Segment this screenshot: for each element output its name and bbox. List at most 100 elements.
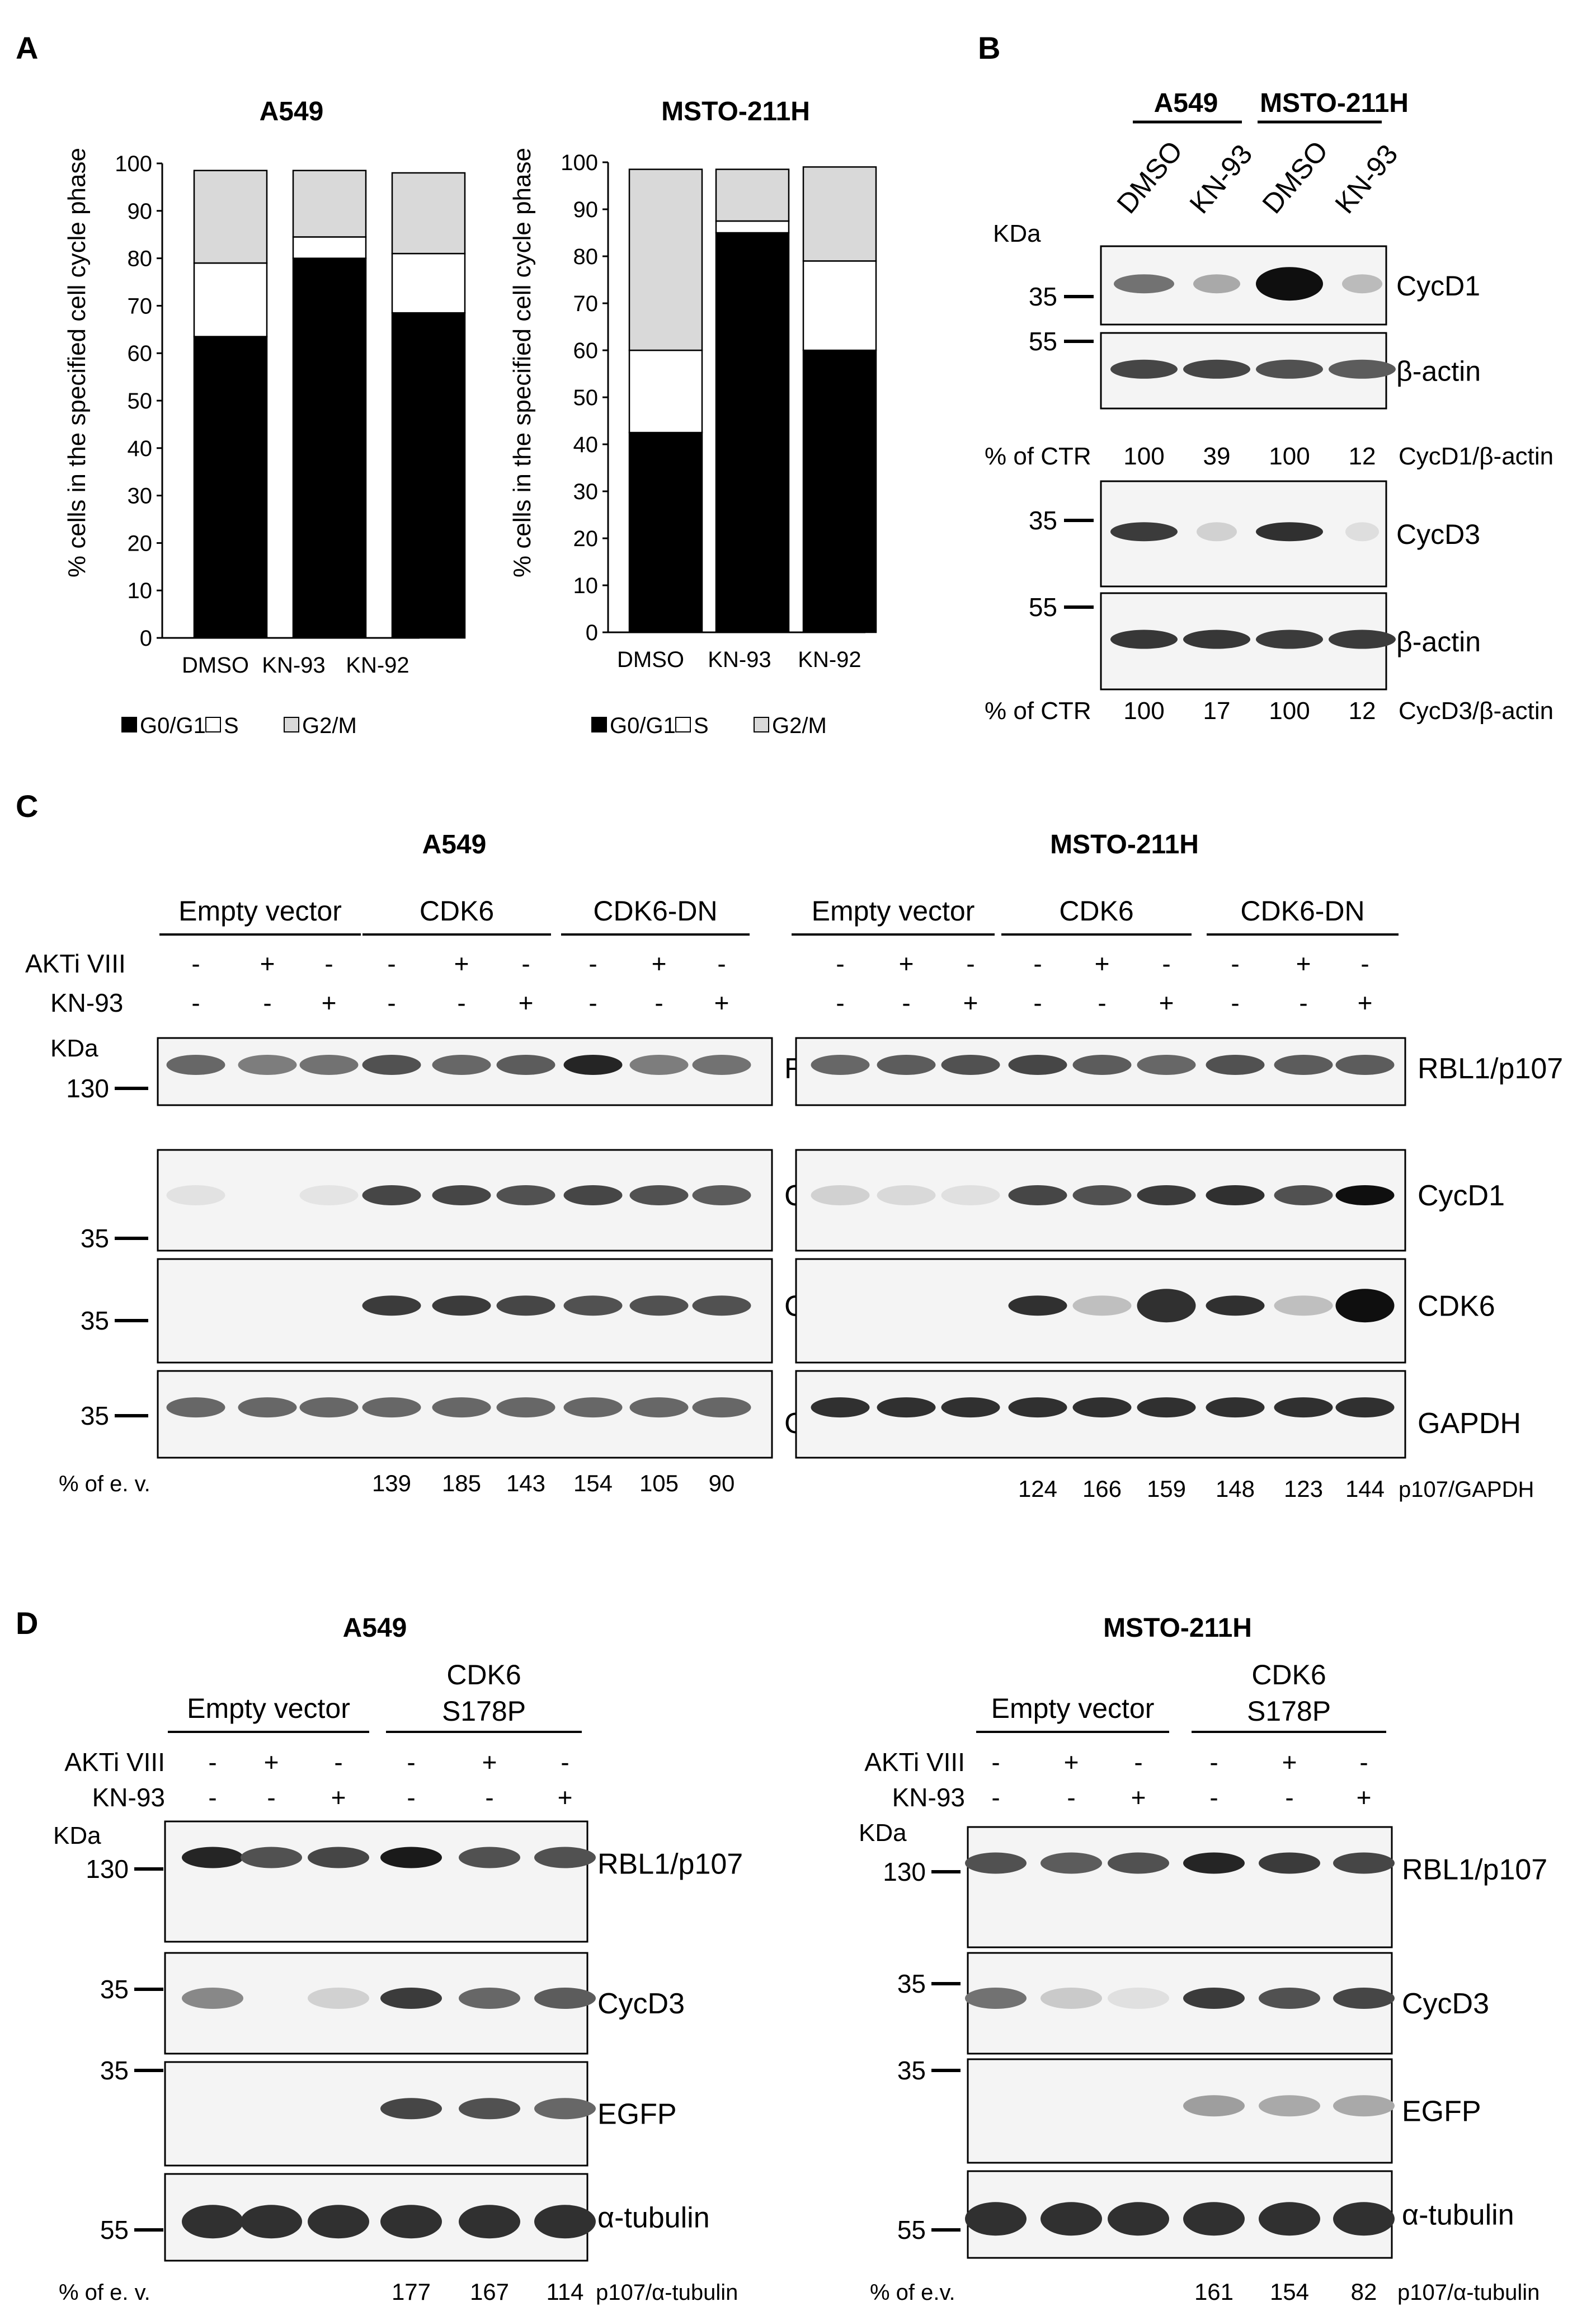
blot-box <box>164 2061 589 2167</box>
treatment-sign: + <box>652 949 667 978</box>
blot-label: RBL1/p107 <box>1402 1853 1547 1886</box>
band <box>362 1185 421 1205</box>
treatment-sign: + <box>322 988 337 1017</box>
band <box>1345 522 1379 542</box>
band <box>182 1988 243 2009</box>
panel-label-d: D <box>16 1605 38 1641</box>
group-label: Empty vector <box>812 895 975 927</box>
quant-value: 185 <box>442 1470 481 1496</box>
panel-label-b: B <box>978 30 1000 65</box>
legend-swatch <box>591 717 607 732</box>
y-axis-label: % cells in the specified cell cycle phas… <box>63 148 91 577</box>
legend-label: S <box>224 713 239 738</box>
bar-g0g1 <box>802 349 877 633</box>
band <box>496 1397 555 1418</box>
y-tick-label: 50 <box>128 389 153 414</box>
band <box>182 1847 243 1868</box>
band <box>692 1295 751 1316</box>
band <box>877 1185 936 1205</box>
treatment-sign: + <box>454 949 469 978</box>
y-tick-label: 70 <box>573 292 599 316</box>
band <box>380 2205 442 2239</box>
y-tick-label: 80 <box>128 247 153 271</box>
quant-prefix: % of CTR <box>985 697 1091 725</box>
quant-prefix: % of CTR <box>985 443 1091 470</box>
band <box>811 1055 870 1075</box>
quant-value: 143 <box>506 1470 545 1496</box>
quant-value: 124 <box>1018 1476 1057 1502</box>
lane-label: KN-93 <box>1184 138 1259 219</box>
bar-g2m <box>391 172 466 255</box>
treatment-sign: - <box>191 988 200 1017</box>
y-tick-label: 90 <box>573 198 599 222</box>
blot-label: CycD3 <box>1402 1988 1489 2020</box>
mw-marker: 35 <box>897 2056 926 2085</box>
band <box>380 2098 442 2120</box>
treatment-sign: - <box>1033 988 1042 1017</box>
bar-g0g1 <box>391 312 466 639</box>
y-tick-label: 20 <box>573 527 599 551</box>
band <box>166 1185 225 1205</box>
legend-swatch <box>205 717 221 732</box>
bar-s <box>628 349 703 434</box>
treatment-sign: - <box>1098 988 1106 1017</box>
group-label: CDK6 <box>420 895 494 927</box>
band <box>563 1295 623 1316</box>
band <box>182 2205 243 2239</box>
band <box>308 1847 369 1868</box>
treatment-label: KN-93 <box>50 988 123 1017</box>
bar-s <box>391 252 466 314</box>
band <box>1183 359 1250 379</box>
quant-value: 105 <box>639 1470 679 1496</box>
band <box>1206 1295 1265 1316</box>
treatment-sign: - <box>457 988 465 1017</box>
bar-s <box>193 262 268 337</box>
legend-swatch <box>754 717 769 732</box>
mw-marker: 130 <box>86 1854 129 1884</box>
band <box>1259 1988 1320 2009</box>
band <box>811 1185 870 1205</box>
lane-label: KN-93 <box>1329 138 1404 219</box>
band <box>1137 1289 1196 1323</box>
treatment-label: AKTi VIII <box>25 949 126 978</box>
y-tick-label: 100 <box>115 152 152 176</box>
quant-prefix: % of e.v. <box>870 2280 955 2305</box>
band <box>1206 1397 1265 1418</box>
panel-label-c: C <box>16 788 38 824</box>
band <box>1333 2095 1395 2117</box>
blot-label: CycD3 <box>1396 519 1480 550</box>
treatment-sign: + <box>264 1748 279 1777</box>
band <box>1108 1852 1169 1874</box>
blot-label: CDK6 <box>1418 1290 1495 1322</box>
band <box>1072 1295 1132 1316</box>
quant-value: 166 <box>1082 1476 1122 1502</box>
legend-label: G2/M <box>302 713 357 738</box>
band <box>692 1397 751 1418</box>
band <box>1274 1295 1333 1316</box>
treatment-label: AKTi VIII <box>864 1748 965 1777</box>
treatment-sign: + <box>963 988 978 1017</box>
blot-panel-title: MSTO-211H <box>1103 1613 1252 1643</box>
band <box>629 1397 689 1418</box>
treatment-sign: - <box>387 949 396 978</box>
band <box>1110 359 1178 379</box>
band <box>877 1055 936 1075</box>
band <box>1137 1397 1196 1418</box>
bar-g2m <box>628 168 703 351</box>
quant-value: 139 <box>372 1470 411 1496</box>
band <box>459 1847 520 1868</box>
band <box>1108 2202 1169 2236</box>
band <box>1335 1185 1395 1205</box>
quant-value: 177 <box>392 2279 431 2305</box>
x-tick-label: KN-92 <box>798 647 861 672</box>
y-tick-label: 40 <box>128 436 153 461</box>
band <box>166 1055 225 1075</box>
band <box>1183 630 1250 649</box>
treatment-sign: - <box>836 949 844 978</box>
band <box>1335 1289 1395 1323</box>
band <box>563 1397 623 1418</box>
y-tick-label: 10 <box>128 579 153 603</box>
band <box>362 1055 421 1075</box>
quant-value: 90 <box>709 1470 735 1496</box>
blot-label: GAPDH <box>1418 1407 1521 1440</box>
